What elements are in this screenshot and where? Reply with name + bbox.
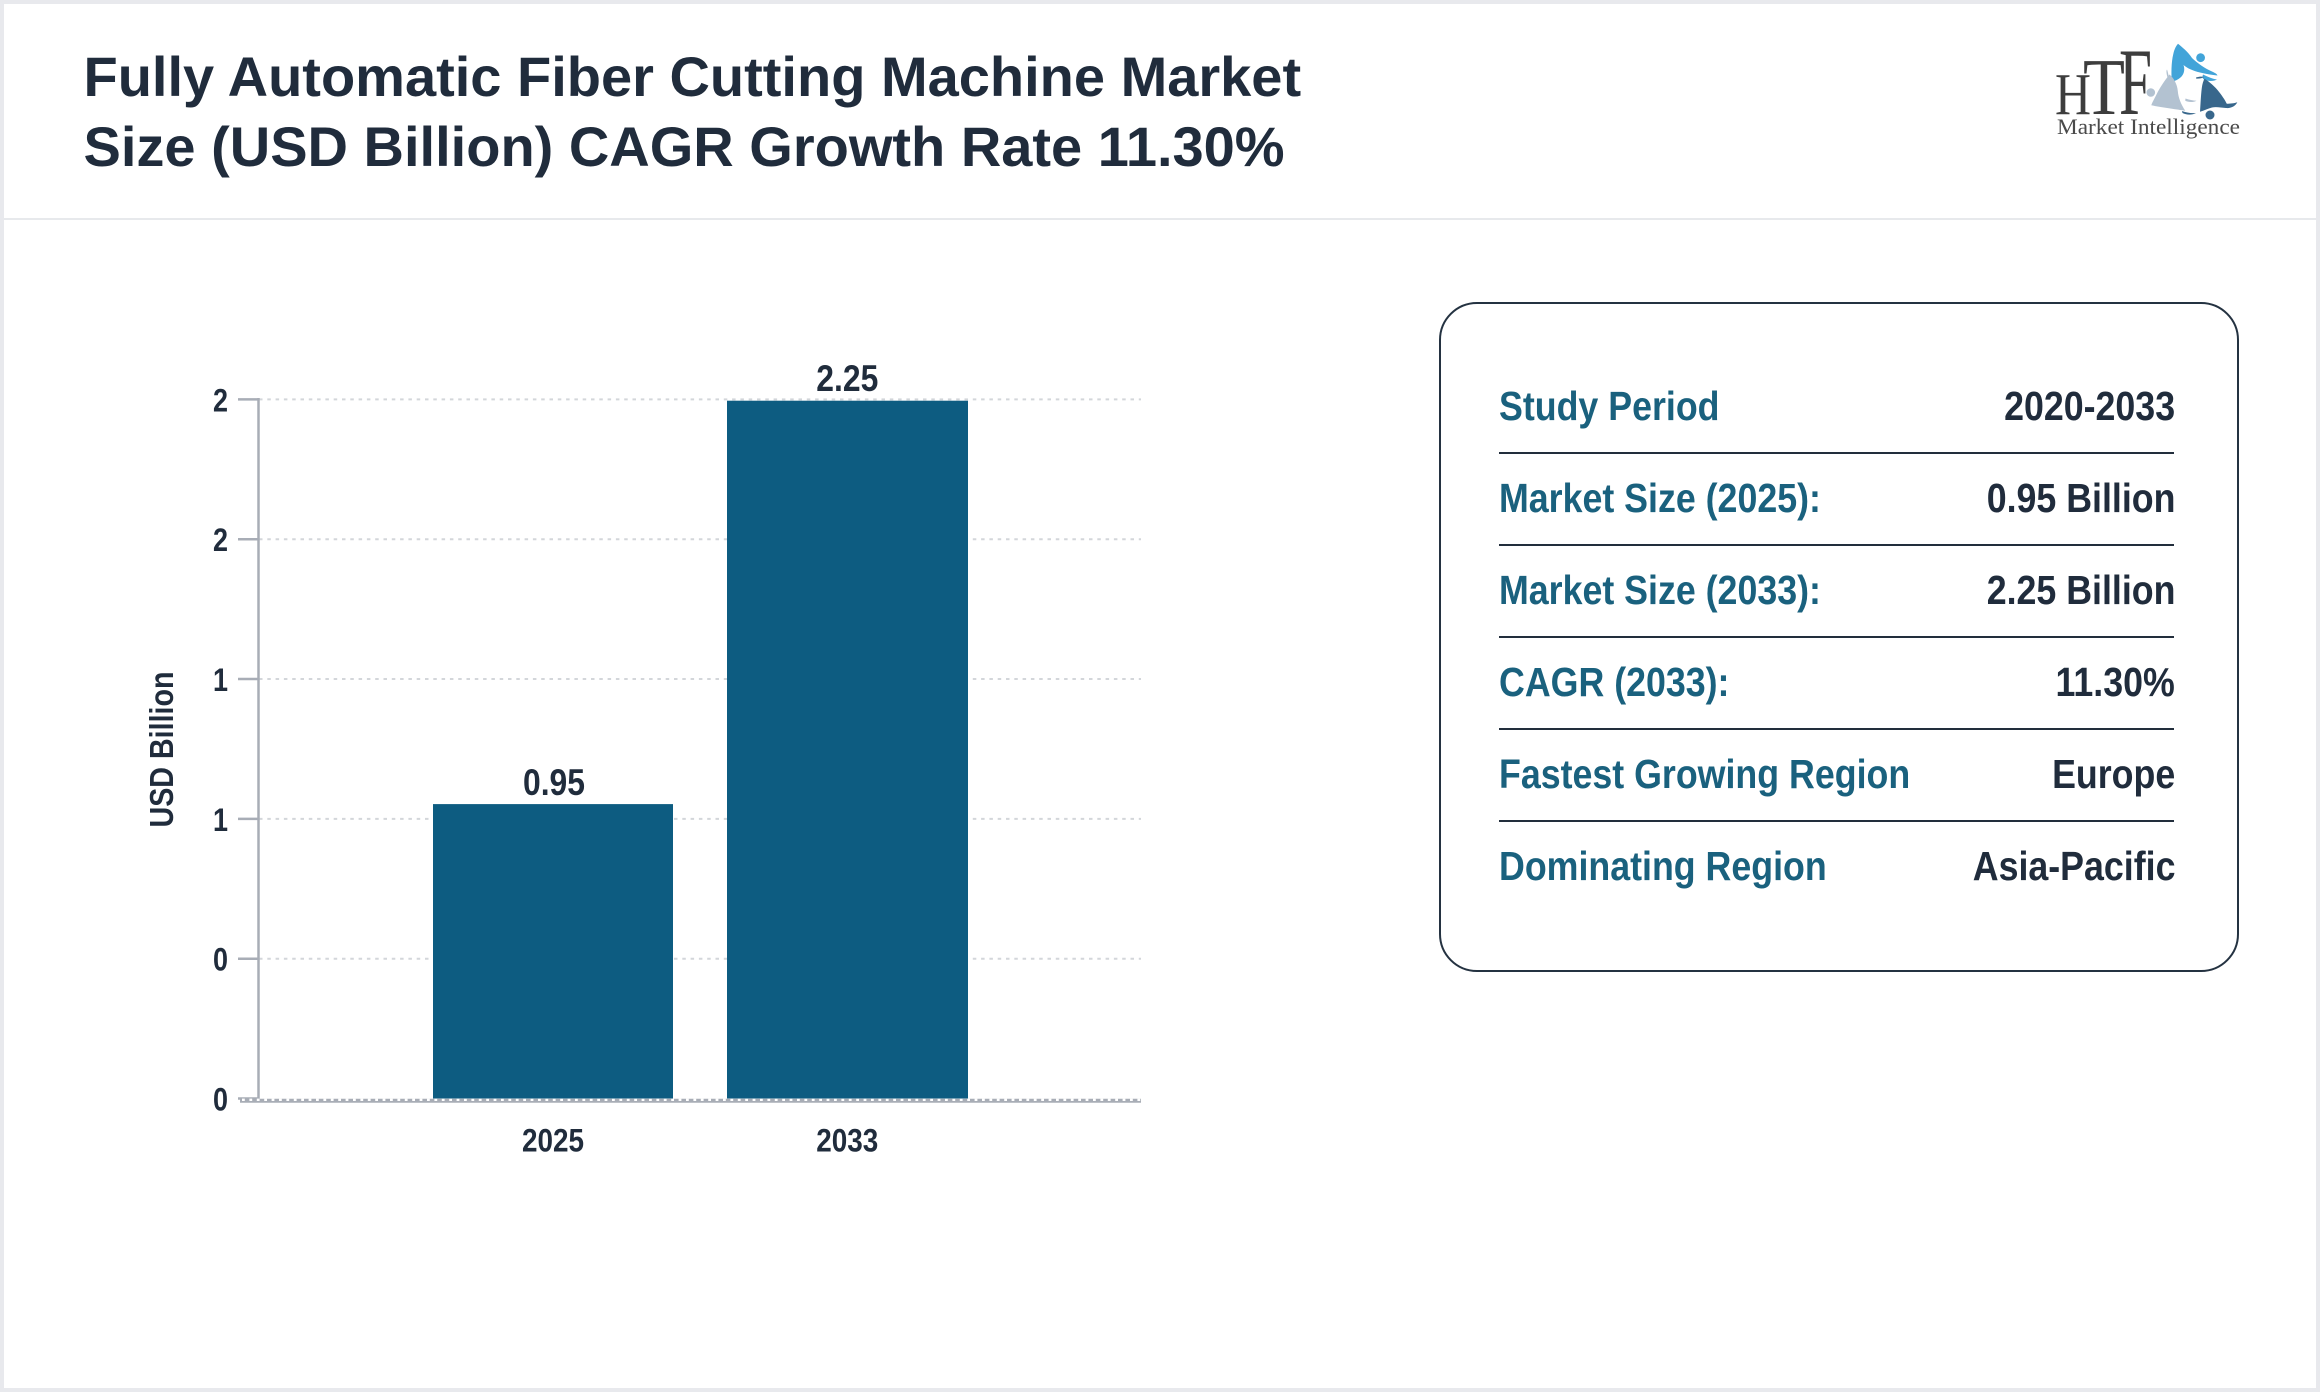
- svg-text:T: T: [2083, 42, 2125, 132]
- svg-text:0.95: 0.95: [523, 761, 585, 803]
- svg-text:H: H: [2055, 61, 2091, 127]
- svg-text:USD Billion: USD Billion: [143, 672, 180, 828]
- svg-text:1: 1: [213, 662, 228, 698]
- svg-text:2: 2: [213, 382, 228, 418]
- svg-text:2033: 2033: [816, 1122, 878, 1158]
- svg-text:2025: 2025: [522, 1122, 584, 1158]
- svg-text:2: 2: [213, 522, 228, 558]
- svg-text:2.25: 2.25: [816, 357, 878, 399]
- svg-text:F: F: [2119, 29, 2152, 135]
- svg-text:0: 0: [213, 942, 228, 978]
- svg-text:0: 0: [213, 1081, 228, 1117]
- svg-text:1: 1: [213, 802, 228, 838]
